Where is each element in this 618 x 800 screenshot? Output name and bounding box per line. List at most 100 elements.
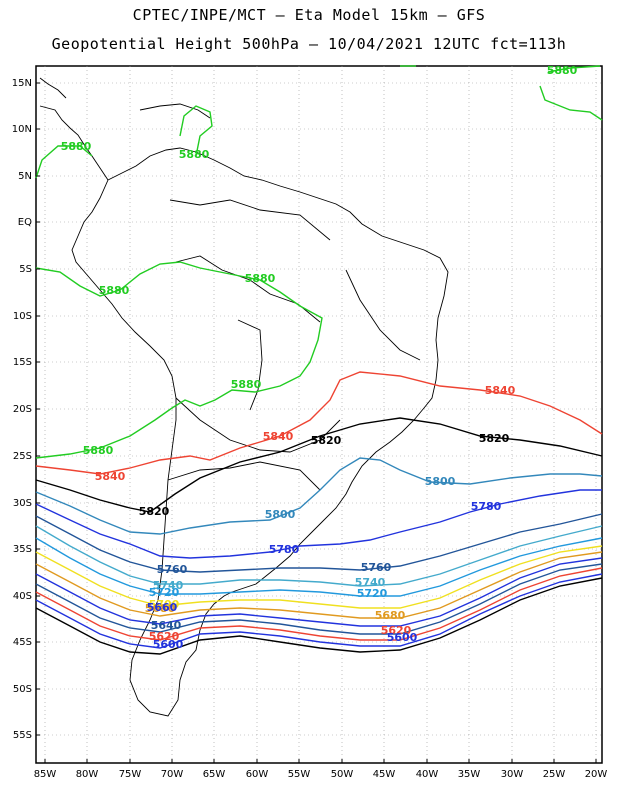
contour-label: 5820 [311, 434, 342, 447]
lat-tick-label: 25S [13, 451, 32, 462]
lon-tick-label: 45W [373, 769, 396, 780]
contour-label: 5880 [231, 378, 262, 391]
contour-label: 5620 [381, 624, 412, 637]
lon-tick-label: 25W [543, 769, 566, 780]
contour-label: 5880 [61, 140, 92, 153]
lat-tick-label: EQ [18, 217, 32, 228]
contour-labels: 5880 5880 5880 5880 5880 5880 5880 5840 5840 5840… [61, 64, 578, 651]
lon-tick-label: 55W [288, 769, 311, 780]
lat-tick-label: 40S [13, 591, 32, 602]
latitude-tick-labels: 15N 10N 5N EQ 5S 10S 15S 20S 25S 30S 35S 40S 45S 50S 5… [12, 78, 40, 741]
lat-tick-label: 15N [12, 78, 32, 89]
central-america-coast [39, 105, 109, 181]
lon-tick-label: 30W [501, 769, 524, 780]
contour-label: 5680 [375, 609, 406, 622]
contour-5780 [35, 557, 603, 627]
contour-label: 5760 [361, 561, 392, 574]
lat-tick-label: 55S [13, 730, 32, 741]
contour-5780 [35, 573, 603, 649]
contour-5880 [35, 261, 323, 459]
contour-5880 [547, 65, 601, 73]
lon-tick-label: 75W [119, 769, 142, 780]
contour-label: 5800 [265, 508, 296, 521]
contour-5820 [35, 577, 603, 655]
border-2 [169, 199, 331, 241]
contour-label: 5880 [99, 284, 130, 297]
contour-label: 5720 [149, 586, 180, 599]
lat-tick-label: 45S [13, 637, 32, 648]
lat-tick-label: 50S [13, 684, 32, 695]
contour-5760 [35, 513, 603, 573]
contour-5840 [35, 371, 603, 475]
border-4 [167, 461, 321, 491]
contour-5840 [35, 567, 603, 641]
contour-label: 5820 [139, 505, 170, 518]
contour-5680 [35, 551, 603, 619]
mexico-coast [39, 77, 67, 99]
contour-5820 [35, 417, 603, 513]
contour-5760 [35, 563, 603, 635]
lon-tick-label: 20W [585, 769, 608, 780]
contour-label: 5840 [95, 470, 126, 483]
contour-5880 [35, 145, 93, 179]
contour-label: 5840 [263, 430, 294, 443]
contour-5780 [35, 489, 602, 559]
lon-tick-label: 35W [458, 769, 481, 780]
lon-tick-label: 70W [161, 769, 184, 780]
lat-tick-label: 10S [13, 311, 32, 322]
contour-5880 [539, 85, 603, 121]
longitude-tick-labels: 85W 80W 75W 70W 65W 60W 55W 50W 45W 40W 35W 30W 25W 2… [34, 759, 608, 780]
contour-5800 [35, 457, 603, 535]
lat-tick-label: 5S [19, 264, 32, 275]
chart-title-line1: CPTEC/INPE/MCT – Eta Model 15km – GFS [132, 6, 486, 24]
contour-label: 5640 [151, 619, 182, 632]
contour-label: 5660 [147, 601, 178, 614]
contour-label: 5740 [355, 576, 386, 589]
contour-label: 5780 [471, 500, 502, 513]
contour-label: 5700 [149, 598, 180, 611]
contour-label: 5880 [245, 272, 276, 285]
contour-label: 5760 [157, 563, 188, 576]
contour-label: 5800 [425, 475, 456, 488]
lat-tick-label: 30S [13, 498, 32, 509]
caribbean-islands [139, 103, 211, 119]
border-1 [175, 255, 321, 323]
contour-label: 5880 [547, 64, 578, 77]
contour-label: 5780 [269, 543, 300, 556]
chart-title-line2: Geopotential Height 500hPa – 10/04/2021 … [51, 35, 567, 53]
lat-tick-label: 10N [12, 124, 32, 135]
contour-5740 [35, 525, 603, 587]
border-6 [345, 269, 421, 361]
south-america-outline [71, 147, 449, 717]
contour-5720 [35, 537, 603, 597]
lon-tick-label: 65W [203, 769, 226, 780]
contour-label: 5820 [479, 432, 510, 445]
lat-tick-label: 15S [13, 357, 32, 368]
contour-label: 5680 [145, 602, 176, 615]
map-frame [35, 65, 603, 764]
border-5 [237, 319, 263, 411]
graticule [36, 66, 602, 763]
lon-tick-label: 50W [331, 769, 354, 780]
contour-label: 5620 [149, 630, 180, 643]
contour-label: 5740 [153, 579, 184, 592]
contour-label: 5720 [357, 587, 388, 600]
coastline [39, 77, 449, 717]
height-contours [35, 65, 603, 655]
lat-tick-label: 35S [13, 544, 32, 555]
lon-tick-label: 85W [34, 769, 57, 780]
lon-tick-label: 40W [416, 769, 439, 780]
contour-label: 5600 [153, 638, 184, 651]
contour-label: 5880 [83, 444, 114, 457]
lat-tick-label: 20S [13, 404, 32, 415]
border-3 [175, 397, 341, 453]
contour-5700 [35, 545, 603, 609]
contour-5880 [179, 105, 213, 157]
contour-label: 5840 [485, 384, 516, 397]
lat-tick-label: 5N [18, 171, 32, 182]
contour-label: 5880 [179, 148, 210, 161]
contour-label: 5600 [387, 631, 418, 644]
lon-tick-label: 60W [246, 769, 269, 780]
lon-tick-label: 80W [76, 769, 99, 780]
